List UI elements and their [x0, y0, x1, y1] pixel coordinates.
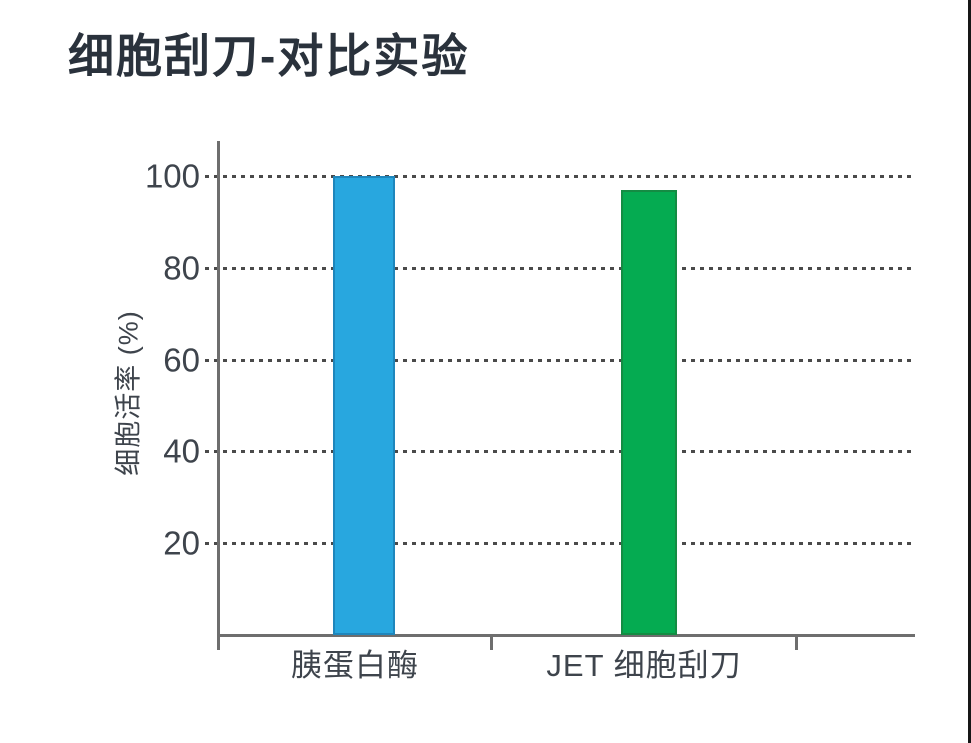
x-tick-mark-1 [490, 634, 493, 650]
gridline-80 [205, 267, 915, 270]
x-tick-mark-0 [217, 634, 220, 650]
y-tick-label-40: 40 [163, 432, 200, 470]
y-tick-label-20: 20 [163, 524, 200, 562]
scan-edge-artifact [968, 0, 971, 743]
bar-0 [333, 176, 395, 635]
gridline-40 [205, 450, 915, 453]
gridline-20 [205, 542, 915, 545]
x-axis-line [217, 634, 915, 637]
y-tick-label-60: 60 [163, 341, 200, 379]
chart-title: 细胞刮刀-对比实验 [68, 30, 470, 82]
x-tick-mark-2 [795, 634, 798, 650]
gridline-100 [205, 175, 915, 178]
y-tick-label-100: 100 [144, 157, 200, 195]
gridline-60 [205, 359, 915, 362]
x-category-label-1: JET 细胞刮刀 [546, 648, 742, 683]
y-axis-line [217, 141, 220, 650]
bar-1 [621, 190, 677, 635]
y-tick-label-80: 80 [163, 249, 200, 287]
x-category-label-0: 胰蛋白酶 [291, 648, 419, 683]
